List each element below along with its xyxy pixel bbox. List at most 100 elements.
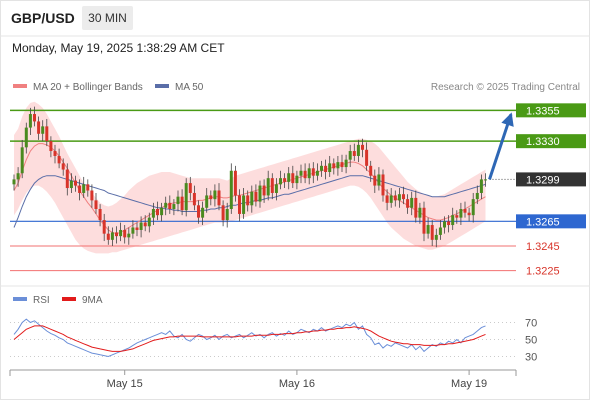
rsi-ma-line: [13, 325, 486, 352]
candle-body: [86, 184, 90, 191]
time-axis: May 15 May 16 May 19: [9, 369, 517, 390]
time-axis-label: May 19: [451, 378, 487, 390]
candle-body: [201, 207, 205, 218]
candle-body: [311, 168, 315, 176]
forecast-arrow-shaft: [488, 113, 513, 180]
candle-body: [176, 196, 180, 205]
candle-body: [131, 227, 135, 234]
level-label-box-1-3355: [516, 103, 586, 118]
candle-body: [49, 141, 53, 152]
bollinger-bands-area: [14, 101, 486, 254]
candle-body: [61, 163, 65, 170]
candle-body: [184, 183, 188, 211]
timeframe-button[interactable]: 30 MIN: [82, 6, 133, 30]
candle-body: [74, 180, 77, 186]
candle-body: [410, 197, 414, 208]
candle-body: [434, 234, 438, 240]
candle-body: [180, 196, 184, 211]
level-label-1-3265: 1.3265: [526, 216, 560, 228]
candle-body: [102, 220, 106, 234]
candle-body: [45, 126, 49, 142]
candle-body: [229, 170, 233, 209]
candle-body: [270, 178, 274, 193]
candle-body: [69, 180, 73, 189]
rsi-ma-legend-swatch: [62, 297, 76, 301]
candle-body: [381, 174, 385, 196]
rsi-tick-label: 30: [525, 352, 537, 364]
candle-body: [12, 179, 16, 185]
candle-body: [426, 225, 430, 234]
candle-body: [192, 192, 196, 206]
candle-body: [422, 207, 426, 234]
level-label-1-3245: 1.3245: [526, 241, 560, 253]
candle-body: [389, 195, 393, 203]
candle-body: [402, 194, 405, 200]
candle-body: [119, 229, 123, 237]
candle-body: [443, 221, 446, 228]
candle-body: [447, 221, 451, 226]
candle-body: [315, 170, 319, 176]
candle-body: [139, 222, 143, 230]
candle-body: [373, 175, 377, 186]
bollinger-legend-swatch: [13, 84, 27, 88]
level-label-1-3225: 1.3225: [526, 266, 560, 278]
candle-body: [41, 126, 45, 134]
candle-body: [160, 207, 164, 216]
candle-body: [385, 195, 389, 203]
level-label-1-3299: 1.3299: [526, 174, 560, 186]
candle-body: [291, 173, 295, 184]
ma50-line: [13, 175, 486, 228]
candle-body: [20, 147, 24, 174]
level-lines: [10, 109, 516, 272]
candle-body: [336, 162, 340, 169]
candle-body: [246, 195, 250, 206]
candle-body: [266, 178, 270, 196]
candle-body: [352, 151, 356, 156]
candle-body: [57, 155, 61, 164]
rsi-legend-label: RSI: [33, 295, 50, 306]
candle-body: [33, 114, 36, 122]
candle-body: [393, 195, 397, 201]
candle-body: [225, 209, 229, 221]
rsi-tick-label: 50: [525, 335, 537, 347]
level-label-1-3355: 1.3355: [526, 105, 560, 117]
candle-body: [279, 178, 282, 185]
candle-body: [365, 149, 369, 166]
candle-body: [295, 175, 299, 184]
candle-body: [135, 227, 139, 230]
candle-body: [324, 165, 328, 172]
candle-body: [361, 144, 364, 150]
candle-body: [303, 170, 307, 179]
candle-body: [98, 209, 102, 221]
time-axis-label: May 16: [279, 378, 315, 390]
rsi-panel: 30 50 70: [10, 318, 537, 364]
candle-body: [254, 191, 258, 202]
candle-body: [205, 195, 209, 208]
candle-body: [328, 163, 332, 172]
candle-body: [418, 207, 422, 218]
candle-body: [16, 173, 20, 180]
candle-body: [344, 159, 348, 168]
main-legend: MA 20 + Bollinger Bands MA 50 Research ©…: [13, 82, 580, 93]
candle-body: [127, 233, 131, 238]
candle-body: [283, 178, 287, 182]
candle-body: [377, 174, 381, 186]
candle-body: [459, 209, 463, 218]
candle-body: [143, 222, 147, 227]
chart-header: GBP/USD 30 MIN: [0, 0, 590, 36]
candle-body: [406, 199, 410, 208]
candle-body: [221, 205, 225, 221]
timestamp: Monday, May 19, 2025 1:38:29 AM CET: [12, 41, 225, 55]
candle-body: [53, 151, 57, 156]
level-labels: 1.3355 1.3330 1.3299 1.3265 1.3245 1.3225: [516, 103, 586, 278]
source-credit: Research © 2025 Trading Central: [431, 82, 580, 93]
candle-body: [151, 209, 155, 218]
candle-body: [397, 194, 401, 201]
candle-body: [110, 232, 114, 240]
candle-body: [438, 227, 442, 235]
candle-body: [233, 170, 237, 196]
rsi-tick-label: 70: [525, 318, 537, 330]
candle-body: [24, 127, 28, 148]
candle-body: [28, 114, 32, 128]
